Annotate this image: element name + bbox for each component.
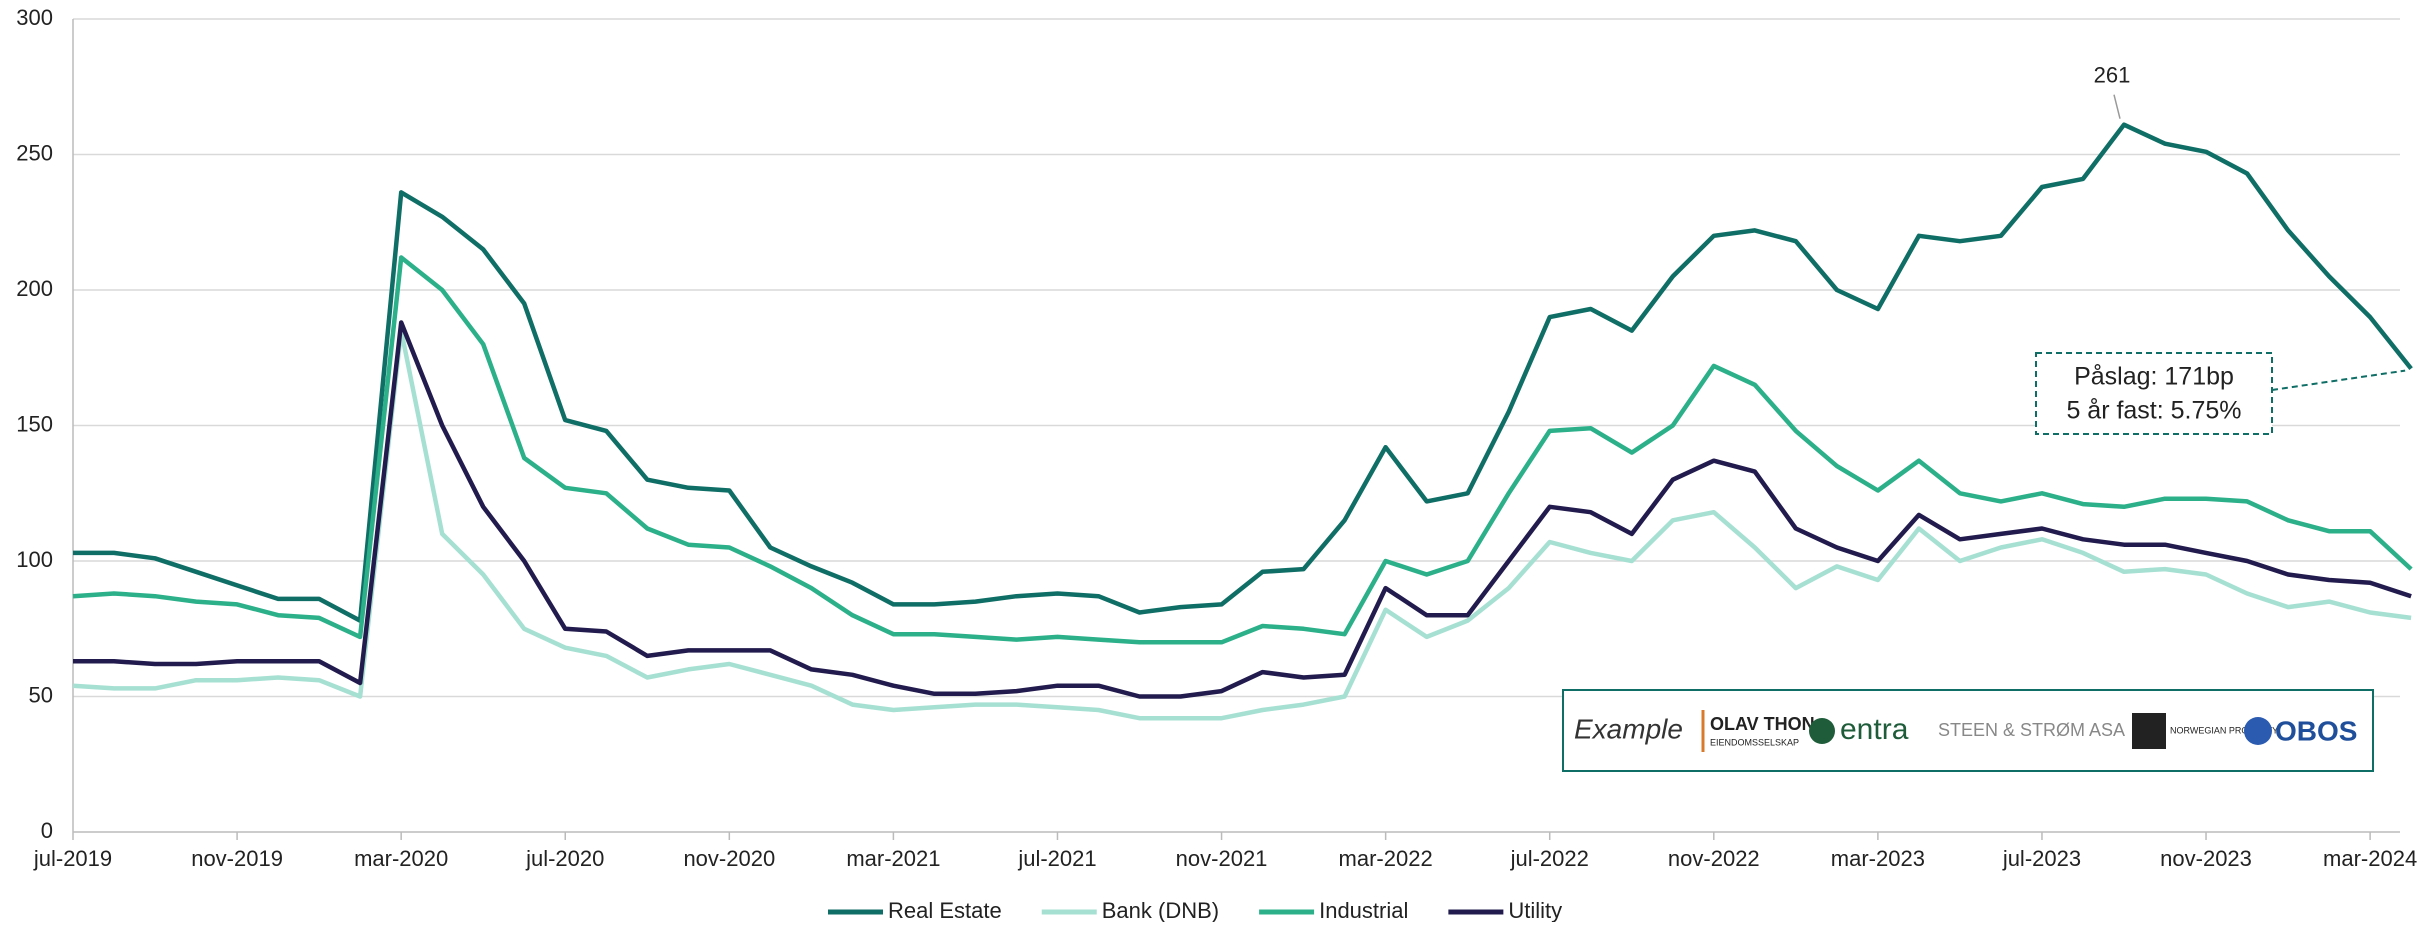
x-tick-label: jul-2021 [1017, 846, 1096, 871]
y-tick-label: 150 [16, 411, 53, 436]
x-tick-label: nov-2020 [683, 846, 775, 871]
y-tick-label: 50 [29, 682, 53, 707]
y-tick-label: 200 [16, 276, 53, 301]
x-tick-label: mar-2021 [846, 846, 940, 871]
logo-icon [2132, 713, 2166, 749]
x-tick-label: mar-2020 [354, 846, 448, 871]
annotation-leader [2271, 369, 2406, 391]
x-tick-label: nov-2019 [191, 846, 283, 871]
legend-label: Bank (DNB) [1102, 898, 1219, 922]
logo: EIENDOMSSELSKAP [1710, 737, 1799, 747]
x-tick-label: jul-2020 [525, 846, 604, 871]
x-tick-label: mar-2024 [2323, 846, 2417, 871]
logo-frame [1562, 689, 2374, 772]
x-tick-label: mar-2023 [1831, 846, 1925, 871]
x-tick-label: mar-2022 [1339, 846, 1433, 871]
x-tick-label: nov-2021 [1176, 846, 1268, 871]
y-tick-label: 100 [16, 547, 53, 572]
legend-label: Utility [1508, 898, 1562, 922]
peak-leader [2113, 94, 2121, 119]
logo-icon [1809, 718, 1835, 744]
x-tick-label: jul-2022 [1510, 846, 1589, 871]
annotation-text: 5 år fast: 5.75% [2066, 397, 2241, 425]
logo: STEEN & STRØM ASA [1938, 720, 2125, 740]
logo-box: Example OLAV THON EIENDOMSSELSKAP entra … [1562, 689, 2374, 772]
logo: entra [1840, 713, 1909, 746]
y-tick-label: 250 [16, 140, 53, 165]
logo-icon [2244, 717, 2272, 745]
logo-label: Example [1574, 713, 1683, 744]
legend-label: Industrial [1319, 898, 1408, 922]
series-line [73, 320, 2412, 699]
series-line [72, 255, 2413, 645]
logo: OBOS [2275, 715, 2357, 746]
x-tick-label: nov-2023 [2160, 846, 2252, 871]
series-line [73, 122, 2413, 623]
peak-label: 261 [2094, 63, 2131, 88]
x-tick-label: nov-2022 [1668, 846, 1760, 871]
annotation-text: Påslag: 171bp [2074, 363, 2234, 391]
logo: OLAV THON [1710, 714, 1815, 734]
logo: NORWEGIAN PROPERTY [2170, 725, 2278, 735]
legend-label: Real Estate [888, 898, 1002, 922]
y-tick-label: 300 [16, 5, 53, 30]
annotation-box [2035, 352, 2273, 435]
series-line [72, 328, 2412, 721]
x-tick-label: jul-2023 [2002, 846, 2081, 871]
x-tick-label: jul-2019 [33, 846, 112, 871]
y-tick-label: 0 [41, 818, 53, 843]
